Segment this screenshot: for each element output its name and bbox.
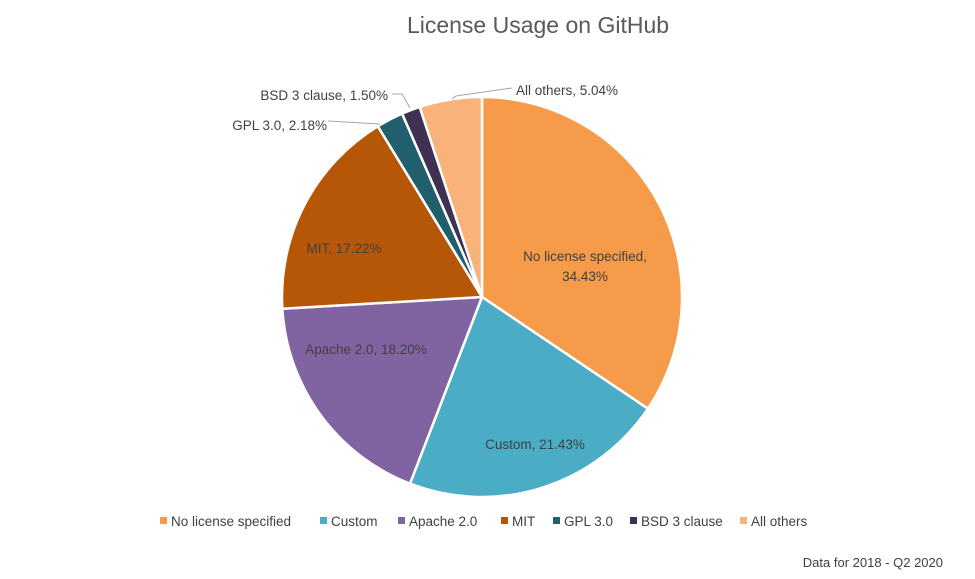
legend-item-no-license-specified: No license specified <box>160 514 291 529</box>
footnote: Data for 2018 - Q2 2020 <box>802 555 943 570</box>
legend-label-gpl-3-0: GPL 3.0 <box>564 514 613 529</box>
legend-label-apache-2-0: Apache 2.0 <box>409 514 477 529</box>
pie-slice-custom <box>408 295 650 499</box>
legend-swatch-custom <box>320 517 327 524</box>
pie-slice-mit <box>280 124 485 311</box>
data-label-no-license-specified: No license specified, 34.43% <box>523 249 647 284</box>
pie-slices <box>280 95 684 499</box>
legend-label-custom: Custom <box>331 514 378 529</box>
legend-swatch-all-others <box>740 517 747 524</box>
legend-item-all-others: All others <box>740 514 808 529</box>
data-labels: No license specified, 34.43% Custom, 21.43… <box>232 83 647 452</box>
legend-label-all-others: All others <box>751 514 808 529</box>
legend-label-bsd-3-clause: BSD 3 clause <box>641 514 723 529</box>
pie-slice-apache-2-0 <box>281 295 484 486</box>
data-label-gpl-3-0: GPL 3.0, 2.18% <box>232 118 327 133</box>
leader-lines <box>327 87 513 125</box>
legend-label-mit: MIT <box>512 514 535 529</box>
chart-title: License Usage on GitHub <box>407 12 669 38</box>
legend-swatch-gpl-3-0 <box>553 517 560 524</box>
legend-item-apache-2-0: Apache 2.0 <box>398 514 477 529</box>
legend-item-bsd-3-clause: BSD 3 clause <box>630 514 723 529</box>
legend-item-gpl-3-0: GPL 3.0 <box>553 514 613 529</box>
legend-swatch-no-license-specified <box>160 517 167 524</box>
data-label-all-others: All others, 5.04% <box>516 83 618 98</box>
data-label-bsd-3-clause: BSD 3 clause, 1.50% <box>260 88 388 103</box>
pie-slice-all-others <box>418 95 484 298</box>
legend-item-custom: Custom <box>320 514 378 529</box>
pie-slice-no-license-specified <box>480 95 684 411</box>
legend-swatch-mit <box>501 517 508 524</box>
legend-label-no-license-specified: No license specified <box>171 514 291 529</box>
legend: No license specified Custom Apache 2.0 MIT G… <box>160 514 808 529</box>
leader-line-gpl-3-0 <box>327 120 381 125</box>
data-label-mit: MIT, 17.22% <box>306 241 381 256</box>
data-label-custom: Custom, 21.43% <box>485 437 585 452</box>
leader-line-bsd-3-clause <box>392 93 411 109</box>
data-label-apache-2-0: Apache 2.0, 18.20% <box>305 342 427 357</box>
legend-swatch-apache-2-0 <box>398 517 405 524</box>
leader-line-all-others <box>451 87 513 100</box>
legend-item-mit: MIT <box>501 514 535 529</box>
legend-swatch-bsd-3-clause <box>630 517 637 524</box>
